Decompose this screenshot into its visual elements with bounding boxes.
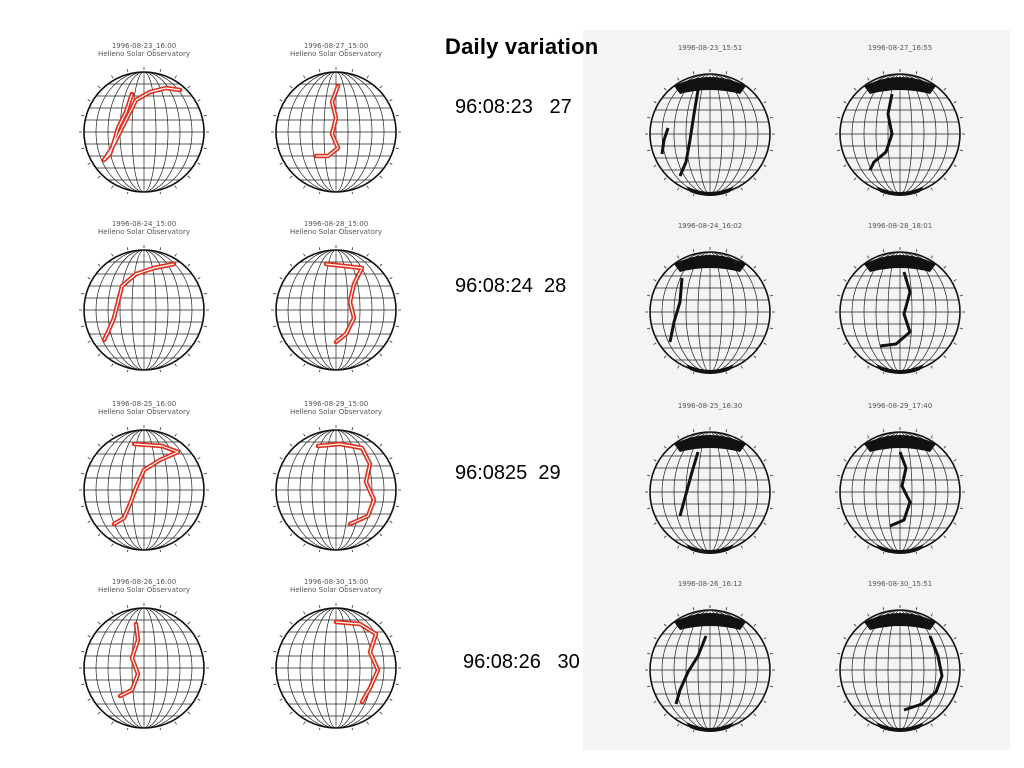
date-label-4: 96:08:26 30: [463, 651, 580, 673]
date-label-1: 96:08:23 27: [455, 96, 572, 118]
filament-trace-black: [879, 271, 912, 348]
globe-outline: [83, 607, 205, 729]
globe-svg: [79, 67, 209, 194]
filament-trace-red: [323, 261, 365, 345]
filament-trace-black: [668, 277, 684, 343]
right-globe-7: 1996-08-26_16:12: [640, 580, 780, 732]
polar-cap: [674, 435, 746, 452]
globe-outline: [275, 429, 397, 551]
filament-trace-black: [674, 635, 708, 705]
globe-caption: 1996-08-26_16:00 Helleno Solar Observator…: [97, 578, 191, 594]
right-globe-1: 1996-08-23_15:51: [640, 44, 780, 196]
left-globe-6: 1996-08-29_15:00 Helleno Solar Observator…: [266, 400, 406, 552]
south-cap: [686, 722, 734, 732]
globe-svg: [835, 427, 965, 554]
filament-trace-inner: [325, 263, 363, 343]
filament-trace-black: [889, 451, 912, 528]
filament-trace-inner: [103, 87, 181, 161]
filament-trace-inner: [317, 443, 375, 525]
polar-cap: [864, 77, 936, 94]
filament-trace-black: [868, 93, 894, 171]
globe-svg: [271, 67, 401, 194]
filament-trace-black: [903, 635, 944, 712]
south-cap: [686, 544, 734, 554]
filament-trace-inner: [119, 623, 139, 697]
globe-outline: [83, 71, 205, 193]
globe-svg: [835, 69, 965, 196]
right-panel-background: [583, 30, 1010, 750]
south-cap: [876, 364, 924, 374]
globe-caption: 1996-08-28_18:01: [867, 222, 933, 230]
left-globe-4: 1996-08-28_15:00 Helleno Solar Observator…: [266, 220, 406, 372]
globe-svg: [835, 605, 965, 732]
filament-trace-inner: [335, 621, 379, 703]
globe-outline: [275, 607, 397, 729]
globe-caption: 1996-08-23_15:51: [677, 44, 743, 52]
globe-svg: [645, 605, 775, 732]
left-globe-1: 1996-08-23_16:00 Helleno Solar Observator…: [74, 42, 214, 194]
polar-cap: [674, 77, 746, 94]
right-globe-8: 1996-08-30_15:51: [830, 580, 970, 732]
polar-cap: [674, 613, 746, 630]
polar-cap: [864, 255, 936, 272]
south-cap: [876, 186, 924, 196]
globe-caption: 1996-08-29_17:40: [867, 402, 933, 410]
south-cap: [686, 186, 734, 196]
filament-trace-red: [101, 85, 183, 163]
left-globe-5: 1996-08-25_16:00 Helleno Solar Observator…: [74, 400, 214, 552]
filament-trace-inner: [113, 443, 179, 525]
date-label-3: 96:0825 29: [455, 462, 561, 484]
globe-caption: 1996-08-25_16:00 Helleno Solar Observator…: [97, 400, 191, 416]
globe-svg: [271, 603, 401, 730]
globe-caption: 1996-08-27_15:00 Helleno Solar Observator…: [289, 42, 383, 58]
globe-caption: 1996-08-26_16:12: [677, 580, 743, 588]
globe-caption: 1996-08-30_15:51: [867, 580, 933, 588]
left-globe-3: 1996-08-24_15:00 Helleno Solar Observator…: [74, 220, 214, 372]
page-title: Daily variation: [445, 34, 599, 59]
polar-cap: [864, 613, 936, 630]
globe-svg: [645, 247, 775, 374]
polar-cap: [674, 255, 746, 272]
left-globe-2: 1996-08-27_15:00 Helleno Solar Observator…: [266, 42, 406, 194]
south-cap: [686, 364, 734, 374]
globe-outline: [275, 71, 397, 193]
globe-svg: [271, 425, 401, 552]
globe-outline: [275, 249, 397, 371]
south-cap: [876, 544, 924, 554]
right-globe-6: 1996-08-29_17:40: [830, 402, 970, 554]
globe-caption: 1996-08-23_16:00 Helleno Solar Observator…: [97, 42, 191, 58]
right-globe-2: 1996-08-27_16:55: [830, 44, 970, 196]
left-globe-7: 1996-08-26_16:00 Helleno Solar Observator…: [74, 578, 214, 730]
right-globe-3: 1996-08-24_16:02: [640, 222, 780, 374]
south-cap: [876, 722, 924, 732]
globe-svg: [79, 425, 209, 552]
filament-trace-black: [678, 451, 700, 517]
right-globe-4: 1996-08-28_18:01: [830, 222, 970, 374]
globe-caption: 1996-08-24_16:02: [677, 222, 743, 230]
filament-trace-inner: [316, 85, 339, 157]
filament-trace-red: [117, 621, 141, 699]
globe-caption: 1996-08-29_15:00 Helleno Solar Observator…: [289, 400, 383, 416]
globe-caption: 1996-08-28_15:00 Helleno Solar Observator…: [289, 220, 383, 236]
globe-caption: 1996-08-24_15:00 Helleno Solar Observator…: [97, 220, 191, 236]
filament-trace-black: [660, 89, 700, 177]
globe-caption: 1996-08-25_16:30: [677, 402, 743, 410]
globe-svg: [645, 427, 775, 554]
globe-svg: [79, 245, 209, 372]
globe-outline: [83, 249, 205, 371]
filament-trace-inner: [103, 263, 175, 341]
right-globe-5: 1996-08-25_16:30: [640, 402, 780, 554]
globe-caption: 1996-08-27_16:55: [867, 44, 933, 52]
globe-caption: 1996-08-30_15:00 Helleno Solar Observator…: [289, 578, 383, 594]
date-label-2: 96:08:24 28: [455, 275, 567, 297]
globe-svg: [79, 603, 209, 730]
globe-svg: [271, 245, 401, 372]
globe-svg: [645, 69, 775, 196]
globe-outline: [83, 429, 205, 551]
left-globe-8: 1996-08-30_15:00 Helleno Solar Observator…: [266, 578, 406, 730]
globe-svg: [835, 247, 965, 374]
polar-cap: [864, 435, 936, 452]
